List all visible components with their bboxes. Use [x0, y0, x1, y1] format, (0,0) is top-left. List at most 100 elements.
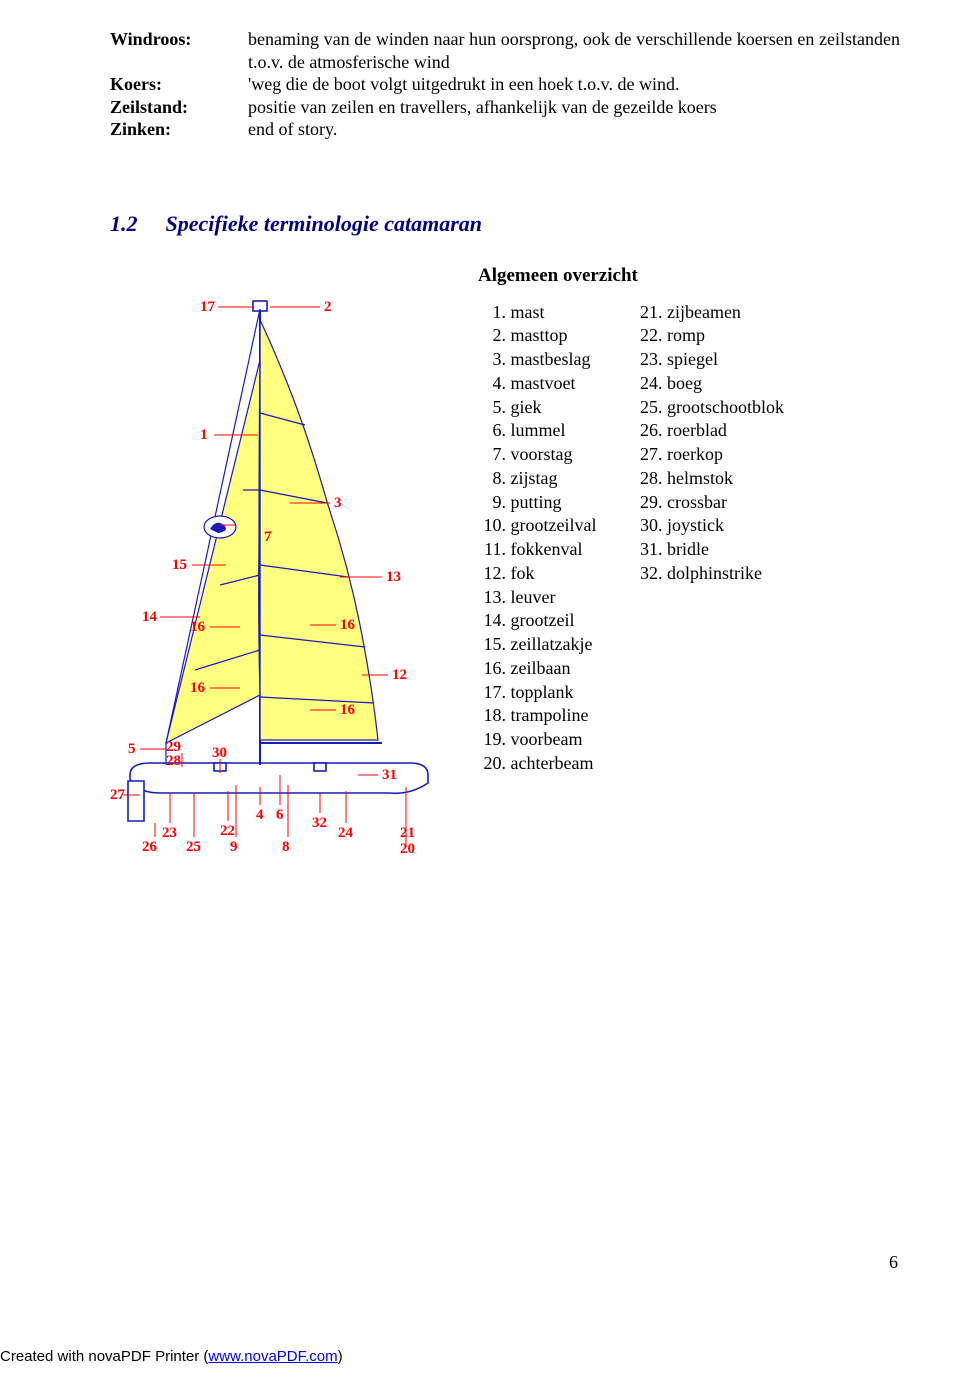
term-number: 31. [634, 538, 662, 562]
overview-title: Algemeen overzicht [478, 265, 900, 287]
term-label: boeg [667, 373, 702, 393]
diag-label-21: 21 [400, 825, 415, 841]
term-number: 7. [478, 443, 506, 467]
term-list-item: 30. joystick [634, 514, 784, 538]
diag-label-16c: 16 [340, 702, 356, 718]
diag-label-23: 23 [162, 825, 177, 841]
term-list-item: 3. mastbeslag [478, 348, 596, 372]
definition-term: Zinken: [110, 118, 248, 141]
term-list-item: 22. romp [634, 324, 784, 348]
term-label: zijstag [511, 468, 558, 488]
definition-desc: benaming van de winden naar hun oorspron… [248, 28, 900, 73]
term-label: topplank [511, 682, 574, 702]
term-number: 5. [478, 396, 506, 420]
term-label: grootzeil [511, 610, 575, 630]
diag-label-20: 20 [400, 841, 415, 855]
section-heading: 1.2Specifieke terminologie catamaran [110, 211, 900, 237]
content-row: 2 17 1 3 7 14 13 12 15 16 16 16 16 5 4 6… [110, 265, 900, 855]
definition-term: Zeilstand: [110, 96, 248, 119]
term-list-item: 10. grootzeilval [478, 514, 596, 538]
term-list-item: 1. mast [478, 301, 596, 325]
definition-term: Koers: [110, 73, 248, 96]
diag-label-8: 8 [282, 839, 290, 855]
definition-desc: positie van zeilen en travellers, afhank… [248, 96, 900, 119]
diag-label-5: 5 [128, 741, 136, 757]
term-number: 20. [478, 752, 506, 776]
term-list-item: 25. grootschootblok [634, 396, 784, 420]
term-number: 18. [478, 704, 506, 728]
term-number: 4. [478, 372, 506, 396]
diag-label-31: 31 [382, 767, 397, 783]
term-list-item: 4. mastvoet [478, 372, 596, 396]
term-list-item: 8. zijstag [478, 467, 596, 491]
term-number: 8. [478, 467, 506, 491]
term-number: 14. [478, 609, 506, 633]
term-number: 26. [634, 419, 662, 443]
diag-label-3: 3 [334, 495, 342, 511]
term-list-item: 31. bridle [634, 538, 784, 562]
term-list-a: 1. mast2. masttop3. mastbeslag4. mastvoe… [478, 301, 596, 776]
term-list-item: 9. putting [478, 491, 596, 515]
term-number: 15. [478, 633, 506, 657]
term-number: 1. [478, 301, 506, 325]
term-list-item: 17. topplank [478, 681, 596, 705]
term-number: 2. [478, 324, 506, 348]
term-label: crossbar [667, 492, 727, 512]
diag-label-4: 4 [256, 807, 264, 823]
term-label: zeilbaan [511, 658, 571, 678]
term-list-item: 7. voorstag [478, 443, 596, 467]
term-number: 32. [634, 562, 662, 586]
diag-label-24: 24 [338, 825, 354, 841]
term-label: leuver [511, 587, 556, 607]
pdf-footer: Created with novaPDF Printer (www.novaPD… [0, 1348, 343, 1365]
definitions-table: Windroos:benaming van de winden naar hun… [110, 28, 900, 141]
lists-holder: Algemeen overzicht 1. mast2. masttop3. m… [478, 265, 900, 776]
diag-label-1: 1 [200, 427, 208, 443]
definition-row: Windroos:benaming van de winden naar hun… [110, 28, 900, 73]
diag-label-17: 17 [200, 299, 216, 315]
definition-row: Koers:'weg die de boot volgt uitgedrukt … [110, 73, 900, 96]
footer-suffix: ) [338, 1348, 343, 1365]
definition-row: Zinken:end of story. [110, 118, 900, 141]
term-list-item: 21. zijbeamen [634, 301, 784, 325]
term-list-item: 19. voorbeam [478, 728, 596, 752]
term-number: 11. [478, 538, 506, 562]
term-label: giek [511, 397, 542, 417]
footer-link[interactable]: www.novaPDF.com [208, 1348, 337, 1365]
term-label: helmstok [667, 468, 733, 488]
diag-label-13: 13 [386, 569, 401, 585]
diag-label-27: 27 [110, 787, 126, 803]
term-label: grootzeilval [511, 515, 597, 535]
catamaran-diagram: 2 17 1 3 7 14 13 12 15 16 16 16 16 5 4 6… [110, 265, 450, 855]
term-number: 17. [478, 681, 506, 705]
term-label: grootschootblok [667, 397, 784, 417]
term-number: 23. [634, 348, 662, 372]
section-number: 1.2 [110, 211, 138, 236]
term-label: mastbeslag [511, 349, 591, 369]
diagram-svg: 2 17 1 3 7 14 13 12 15 16 16 16 16 5 4 6… [110, 265, 450, 855]
diag-label-25: 25 [186, 839, 201, 855]
term-label: voorstag [511, 444, 573, 464]
term-label: lummel [511, 420, 566, 440]
term-list-item: 15. zeillatzakje [478, 633, 596, 657]
term-list-item: 5. giek [478, 396, 596, 420]
term-number: 6. [478, 419, 506, 443]
diag-label-12: 12 [392, 667, 407, 683]
lists-columns: 1. mast2. masttop3. mastbeslag4. mastvoe… [478, 301, 900, 776]
term-list-item: 11. fokkenval [478, 538, 596, 562]
diag-label-16a: 16 [190, 619, 206, 635]
term-number: 30. [634, 514, 662, 538]
term-label: voorbeam [511, 729, 583, 749]
footer-prefix: Created with novaPDF Printer ( [0, 1348, 208, 1365]
term-list-item: 13. leuver [478, 586, 596, 610]
term-number: 27. [634, 443, 662, 467]
term-list-item: 16. zeilbaan [478, 657, 596, 681]
diag-label-32: 32 [312, 815, 327, 831]
term-label: fokkenval [511, 539, 583, 559]
term-label: achterbeam [511, 753, 594, 773]
definition-desc: end of story. [248, 118, 900, 141]
diag-label-26: 26 [142, 839, 158, 855]
term-list-item: 20. achterbeam [478, 752, 596, 776]
term-label: roerblad [667, 420, 727, 440]
term-number: 21. [634, 301, 662, 325]
